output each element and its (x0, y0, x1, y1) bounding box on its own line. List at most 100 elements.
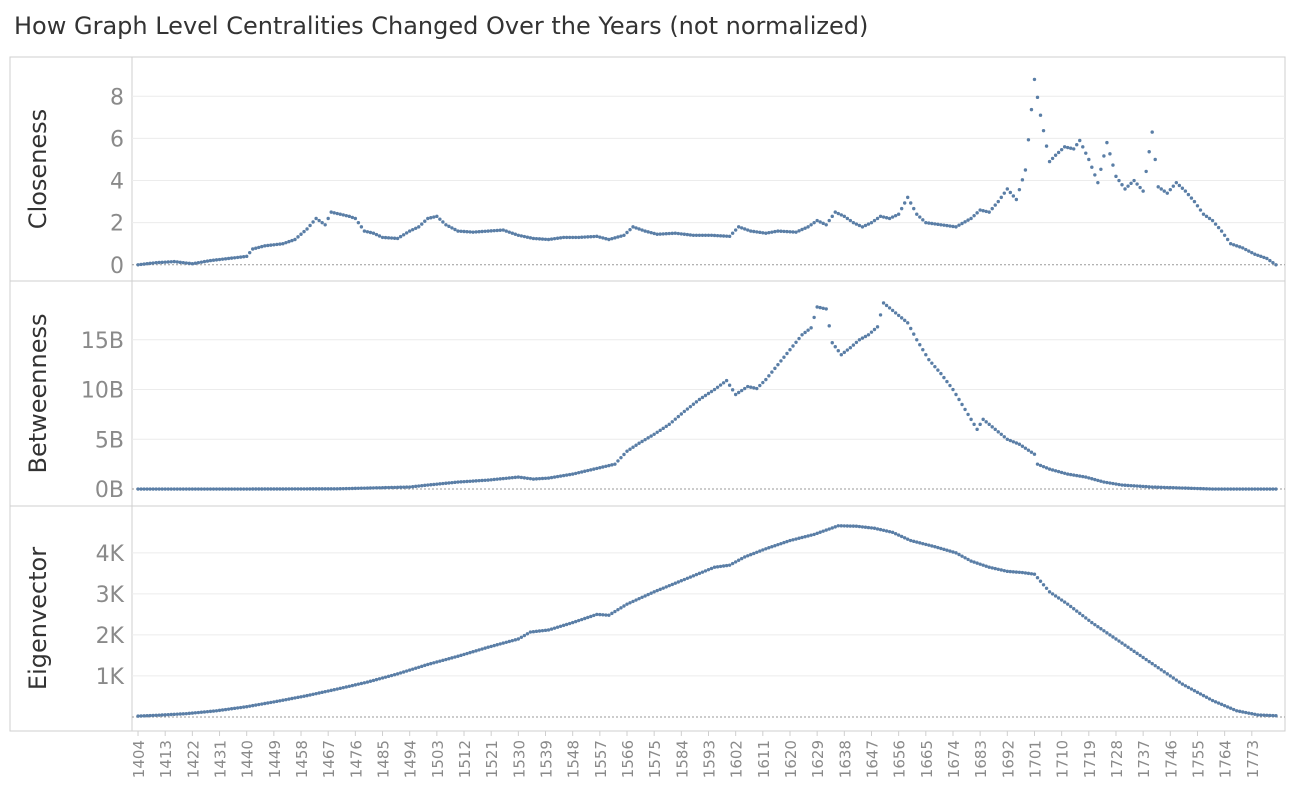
data-point (749, 229, 753, 233)
data-point (232, 487, 237, 491)
data-point (824, 223, 828, 227)
x-tick-label: 1620 (782, 740, 800, 778)
data-point (733, 392, 738, 397)
data-point (628, 227, 632, 232)
data-point (583, 235, 587, 239)
data-point (335, 211, 339, 216)
data-point (561, 235, 566, 240)
data-point (764, 547, 768, 551)
data-point (380, 235, 385, 240)
data-point (441, 220, 445, 224)
data-point (854, 340, 859, 345)
data-point (220, 708, 225, 712)
data-point (510, 231, 515, 235)
data-point (1247, 487, 1251, 491)
data-point (423, 483, 427, 488)
y-tick-label: 4 (110, 170, 124, 195)
data-point (1183, 684, 1188, 688)
data-point (1102, 480, 1106, 484)
data-point (583, 616, 587, 621)
data-point (1099, 479, 1103, 483)
data-point (721, 381, 726, 385)
data-point (881, 528, 886, 533)
data-point (1132, 178, 1136, 183)
data-point (1041, 464, 1046, 469)
data-point (806, 328, 810, 332)
data-point (755, 230, 759, 234)
data-point (411, 227, 415, 232)
data-point (1183, 486, 1188, 490)
data-point (525, 632, 530, 636)
data-point (1207, 487, 1212, 491)
data-point (1138, 185, 1142, 190)
data-point (957, 223, 961, 227)
data-point (640, 595, 644, 600)
data-point (154, 487, 158, 491)
y-tick-label: 5B (95, 428, 124, 453)
data-point (812, 532, 816, 537)
data-point (697, 571, 702, 576)
y-tick-label: 2 (110, 212, 124, 237)
data-point (528, 236, 533, 240)
data-point (1068, 472, 1073, 477)
data-point (1256, 487, 1260, 491)
data-point (981, 417, 985, 422)
data-point (758, 230, 762, 235)
data-point (1198, 208, 1203, 212)
data-point (459, 229, 463, 233)
data-point (275, 242, 279, 247)
data-point (187, 487, 192, 491)
data-point (646, 230, 650, 234)
x-tick-label: 1422 (184, 740, 202, 778)
data-point (990, 425, 994, 429)
data-point (540, 628, 545, 633)
data-point (293, 696, 297, 700)
data-point (809, 533, 813, 537)
data-point (1177, 183, 1182, 188)
data-point (797, 229, 801, 233)
data-point (1032, 572, 1037, 576)
data-point (423, 219, 427, 223)
data-point (1105, 631, 1109, 635)
data-point (981, 209, 985, 213)
data-point (577, 470, 581, 475)
data-point (480, 647, 484, 651)
data-point (160, 487, 164, 491)
data-point (151, 487, 155, 491)
data-point (549, 475, 554, 480)
data-point (1168, 485, 1173, 490)
data-point (1268, 713, 1272, 718)
data-point (1171, 676, 1176, 680)
data-point (918, 343, 922, 347)
data-point (848, 524, 853, 528)
data-point (718, 383, 723, 387)
data-point (1274, 487, 1278, 491)
y-tick-label: 0B (95, 478, 124, 503)
data-point (863, 223, 868, 228)
data-point (836, 211, 840, 216)
data-point (323, 487, 327, 491)
data-point (954, 392, 958, 397)
data-point (163, 260, 167, 264)
data-point (157, 260, 161, 265)
data-point (543, 237, 548, 241)
data-point (426, 483, 430, 487)
data-point (377, 486, 382, 490)
data-point (537, 237, 542, 241)
data-point (438, 659, 442, 663)
data-point (1008, 569, 1013, 574)
data-point (851, 343, 856, 347)
data-point (308, 693, 312, 697)
data-point (972, 213, 976, 218)
data-point (601, 465, 605, 469)
data-point (884, 303, 889, 308)
data-point (205, 709, 210, 714)
data-point (788, 538, 792, 543)
data-point (257, 487, 261, 491)
data-point (444, 657, 448, 662)
data-point (595, 466, 599, 471)
data-point (338, 487, 342, 491)
data-point (1231, 707, 1236, 712)
data-point (592, 613, 596, 618)
data-point (924, 542, 928, 547)
